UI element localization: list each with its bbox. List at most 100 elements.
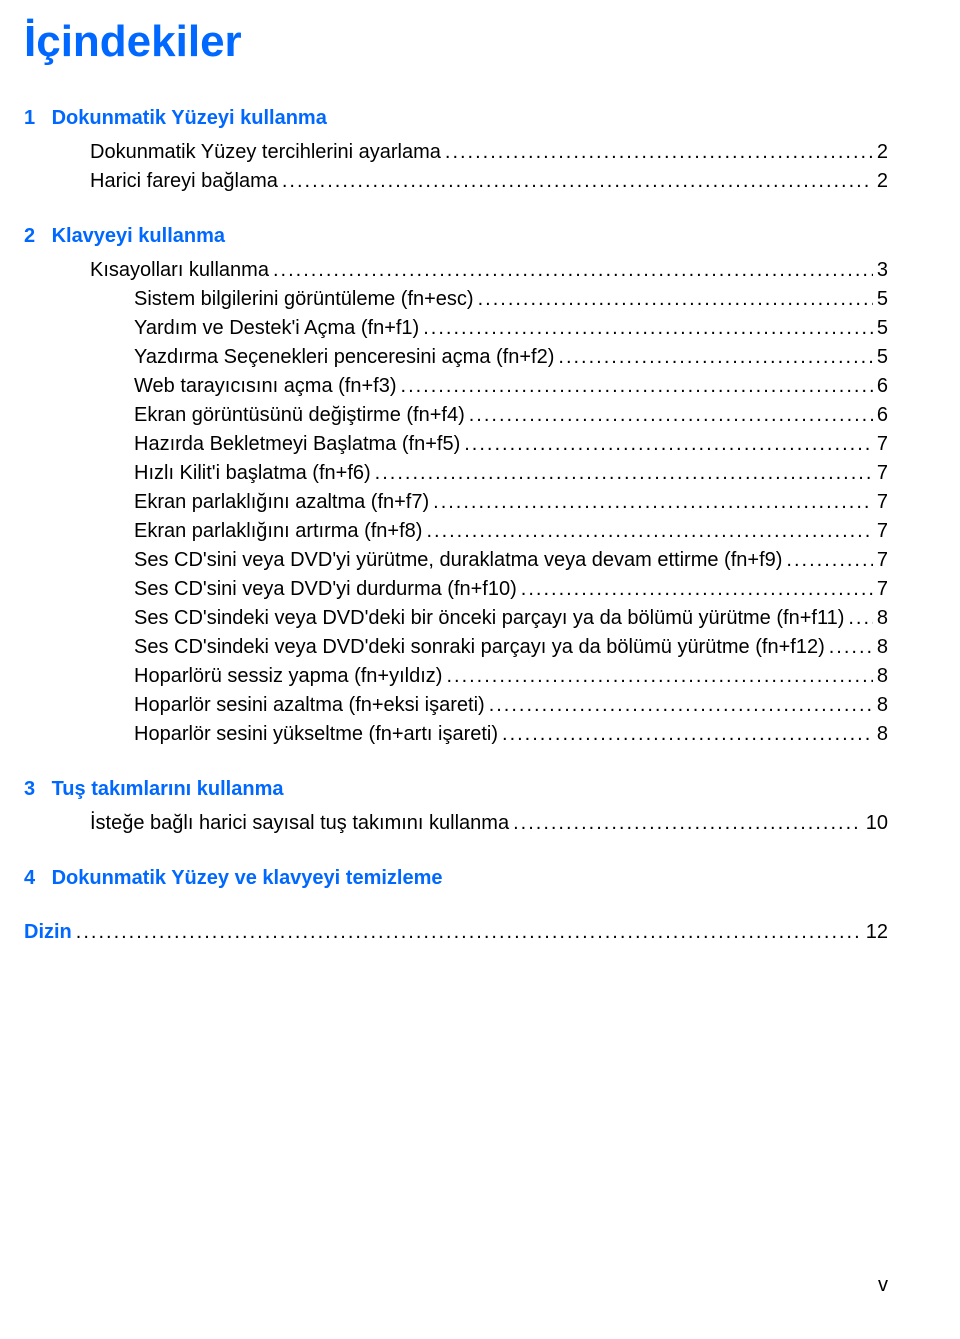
section-heading: Dizin [24, 918, 72, 947]
entry-label: Ekran parlaklığını azaltma (fn+f7) [134, 488, 429, 517]
entry-label: İsteğe bağlı harici sayısal tuş takımını… [90, 809, 509, 838]
dot-leader: ........................................… [441, 138, 873, 167]
section-heading[interactable]: 4 Dokunmatik Yüzey ve klavyeyi temizleme [24, 864, 888, 892]
section-title: Tuş takımlarını kullanma [52, 778, 284, 800]
dot-leader: ........................................… [269, 256, 873, 285]
section-number: 3 [24, 775, 46, 803]
page-ref: 3 [873, 256, 888, 285]
entry-label: Ekran görüntüsünü değiştirme (fn+f4) [134, 401, 465, 430]
dot-leader: ........................................… [442, 662, 872, 691]
entry-label: Hoparlörü sessiz yapma (fn+yıldız) [134, 662, 442, 691]
dot-leader: ........................................… [474, 285, 873, 314]
dot-leader: ........................................… [554, 343, 872, 372]
section-number: 2 [24, 222, 46, 250]
toc-entry[interactable]: Harici fareyi bağlama ..................… [24, 167, 888, 196]
page-ref: 10 [862, 809, 888, 838]
table-of-contents: 1 Dokunmatik Yüzeyi kullanmaDokunmatik Y… [24, 104, 888, 947]
page: İçindekiler 1 Dokunmatik Yüzeyi kullanma… [0, 0, 960, 1339]
toc-entry[interactable]: Ses CD'sindeki veya DVD'deki bir önceki … [24, 604, 888, 633]
toc-entry[interactable]: Ekran parlaklığını artırma (fn+f8) .....… [24, 517, 888, 546]
section-number: 1 [24, 104, 46, 132]
page-ref: 7 [873, 575, 888, 604]
page-ref: 5 [873, 285, 888, 314]
toc-entry[interactable]: Hoparlörü sessiz yapma (fn+yıldız) .....… [24, 662, 888, 691]
toc-entry[interactable]: Ses CD'sindeki veya DVD'deki sonraki par… [24, 633, 888, 662]
dot-leader: ........................................… [825, 633, 873, 662]
dot-leader: ........................................… [485, 691, 873, 720]
section-title: Klavyeyi kullanma [52, 225, 225, 247]
dot-leader: ........................................… [371, 459, 873, 488]
toc-entry[interactable]: Ses CD'sini veya DVD'yi yürütme, durakla… [24, 546, 888, 575]
dot-leader: ........................................… [517, 575, 873, 604]
toc-section: Dizin ..................................… [24, 918, 888, 947]
entry-label: Hoparlör sesini azaltma (fn+eksi işareti… [134, 691, 485, 720]
page-ref: 7 [873, 430, 888, 459]
page-title: İçindekiler [24, 18, 888, 66]
page-ref: 2 [873, 138, 888, 167]
page-ref: 5 [873, 314, 888, 343]
page-ref: 7 [873, 546, 888, 575]
page-ref: 7 [873, 488, 888, 517]
page-ref: 6 [873, 401, 888, 430]
page-ref: 7 [873, 517, 888, 546]
toc-entry[interactable]: Hızlı Kilit'i başlatma (fn+f6) .........… [24, 459, 888, 488]
dot-leader: ........................................… [429, 488, 873, 517]
toc-entry[interactable]: Sistem bilgilerini görüntüleme (fn+esc) … [24, 285, 888, 314]
entry-label: Ses CD'sindeki veya DVD'deki sonraki par… [134, 633, 825, 662]
page-ref: 8 [873, 720, 888, 749]
page-ref: 7 [873, 459, 888, 488]
dot-leader: ........................................… [498, 720, 873, 749]
page-ref: 8 [873, 691, 888, 720]
entry-label: Ses CD'sini veya DVD'yi durdurma (fn+f10… [134, 575, 517, 604]
toc-entry[interactable]: Web tarayıcısını açma (fn+f3) ..........… [24, 372, 888, 401]
entry-label: Ekran parlaklığını artırma (fn+f8) [134, 517, 422, 546]
toc-entry[interactable]: Yazdırma Seçenekleri penceresini açma (f… [24, 343, 888, 372]
toc-entry[interactable]: Dokunmatik Yüzey tercihlerini ayarlama .… [24, 138, 888, 167]
entry-label: Hazırda Bekletmeyi Başlatma (fn+f5) [134, 430, 460, 459]
section-title: Dokunmatik Yüzeyi kullanma [52, 107, 327, 129]
toc-entry[interactable]: Ses CD'sini veya DVD'yi durdurma (fn+f10… [24, 575, 888, 604]
dot-leader: ........................................… [72, 918, 862, 947]
dot-leader: ........................................… [782, 546, 872, 575]
entry-label: Yardım ve Destek'i Açma (fn+f1) [134, 314, 419, 343]
toc-entry[interactable]: Yardım ve Destek'i Açma (fn+f1) ........… [24, 314, 888, 343]
toc-entry[interactable]: Dizin ..................................… [24, 918, 888, 947]
toc-section: 1 Dokunmatik Yüzeyi kullanmaDokunmatik Y… [24, 104, 888, 196]
entry-label: Hoparlör sesini yükseltme (fn+artı işare… [134, 720, 498, 749]
dot-leader: ........................................… [465, 401, 873, 430]
page-ref: 2 [873, 167, 888, 196]
toc-entry[interactable]: Kısayolları kullanma ...................… [24, 256, 888, 285]
entry-label: Ses CD'sindeki veya DVD'deki bir önceki … [134, 604, 844, 633]
entry-label: Sistem bilgilerini görüntüleme (fn+esc) [134, 285, 474, 314]
toc-section: 2 Klavyeyi kullanma Kısayolları kullanma … [24, 222, 888, 749]
section-heading[interactable]: 3 Tuş takımlarını kullanma [24, 775, 888, 803]
entry-label: Web tarayıcısını açma (fn+f3) [134, 372, 397, 401]
dot-leader: ........................................… [278, 167, 873, 196]
page-ref: 8 [873, 604, 888, 633]
section-title: Dokunmatik Yüzey ve klavyeyi temizleme [52, 867, 443, 889]
toc-entry[interactable]: Hoparlör sesini yükseltme (fn+artı işare… [24, 720, 888, 749]
toc-entry[interactable]: Hazırda Bekletmeyi Başlatma (fn+f5) ....… [24, 430, 888, 459]
dot-leader: ........................................… [419, 314, 873, 343]
dot-leader: ........................................… [844, 604, 873, 633]
toc-section: 3 Tuş takımlarını kullanma İsteğe bağlı h… [24, 775, 888, 838]
page-ref: 5 [873, 343, 888, 372]
entry-label: Kısayolları kullanma [90, 256, 269, 285]
page-ref: 12 [862, 918, 888, 947]
section-heading[interactable]: 1 Dokunmatik Yüzeyi kullanma [24, 104, 888, 132]
entry-label: Hızlı Kilit'i başlatma (fn+f6) [134, 459, 371, 488]
page-ref: 8 [873, 662, 888, 691]
dot-leader: ........................................… [397, 372, 873, 401]
toc-entry[interactable]: Ekran görüntüsünü değiştirme (fn+f4) ...… [24, 401, 888, 430]
toc-entry[interactable]: İsteğe bağlı harici sayısal tuş takımını… [24, 809, 888, 838]
toc-entry[interactable]: Ekran parlaklığını azaltma (fn+f7) .....… [24, 488, 888, 517]
page-ref: 8 [873, 633, 888, 662]
toc-entry[interactable]: Hoparlör sesini azaltma (fn+eksi işareti… [24, 691, 888, 720]
dot-leader: ........................................… [509, 809, 862, 838]
entry-label: Ses CD'sini veya DVD'yi yürütme, durakla… [134, 546, 782, 575]
toc-section: 4 Dokunmatik Yüzey ve klavyeyi temizleme [24, 864, 888, 892]
entry-label: Harici fareyi bağlama [90, 167, 278, 196]
section-heading[interactable]: 2 Klavyeyi kullanma [24, 222, 888, 250]
dot-leader: ........................................… [460, 430, 873, 459]
dot-leader: ........................................… [422, 517, 872, 546]
